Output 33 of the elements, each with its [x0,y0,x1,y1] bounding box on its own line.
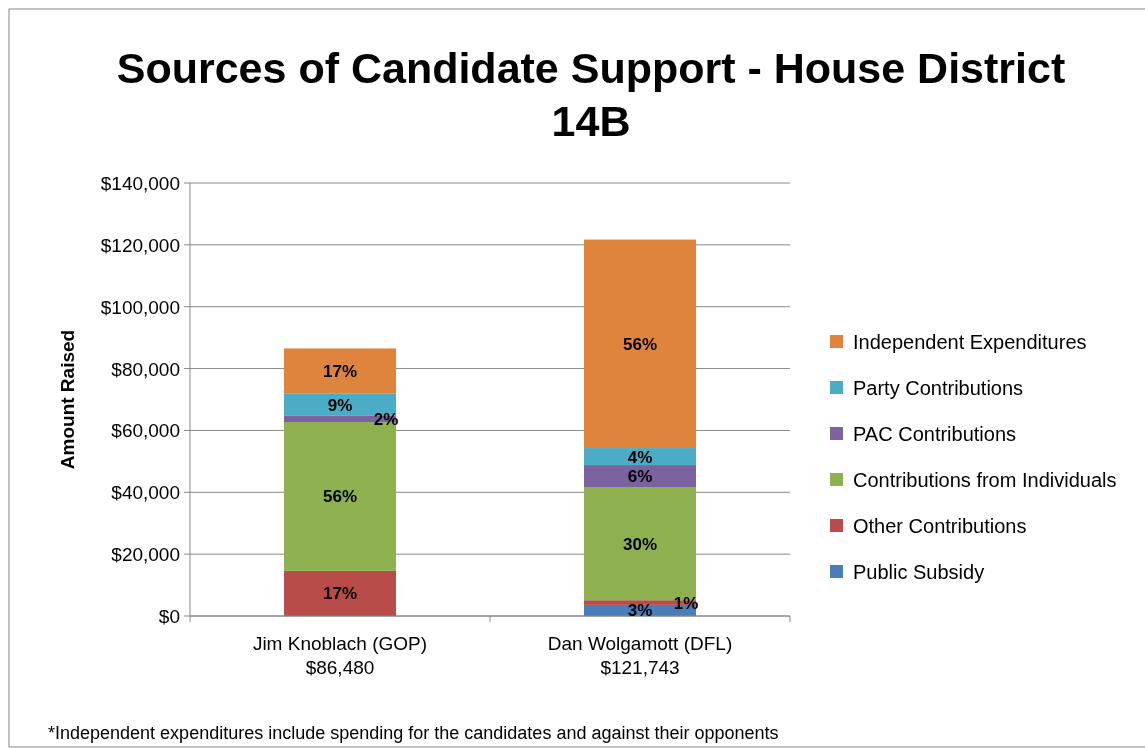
bar [284,570,396,616]
x-tick-label: Jim Knoblach (GOP) $86,480 [252,633,428,678]
y-tick-label: $80,000 [111,358,180,380]
legend-label: Contributions from Individuals [853,469,1117,491]
y-tick-label: $120,000 [100,234,180,256]
bar [584,465,696,488]
y-tick-label: $20,000 [111,544,180,566]
annotation: 4% [627,447,653,467]
annotation: 17% [322,361,358,381]
y-tick-label: $40,000 [111,482,180,504]
bar [284,348,396,394]
annotation: 56% [322,487,358,507]
annotation: 30% [622,534,658,554]
annotation: 56% [622,334,658,354]
legend-label: Other Contributions [853,515,1027,537]
legend-label: PAC Contributions [853,423,1017,445]
annotation: 3% [627,601,653,621]
legend-label: Independent Expenditures [853,331,1087,353]
text: *Independent expenditures include spending for the candidates and against their opponents [48,723,779,743]
bar [584,448,696,466]
annotation: 6% [627,467,653,487]
y-tick-label: $60,000 [111,420,180,442]
y-tick-label: $100,000 [100,296,180,318]
y-axis-title: Amount Raised [57,329,78,470]
y-tick-label: $140,000 [100,173,180,194]
x-tick-label: Dan Wolgamott (DFL) $121,743 [547,633,733,678]
legend-label: Party Contributions [853,377,1024,399]
chart-title: Sources of Candidate Support - House District 14B [116,44,1066,145]
bar [584,239,696,449]
legend-label: Public Subsidy [853,561,985,583]
annotation: 9% [327,395,353,415]
annotation: 17% [322,584,358,604]
y-tick-label: $0 [158,606,180,627]
